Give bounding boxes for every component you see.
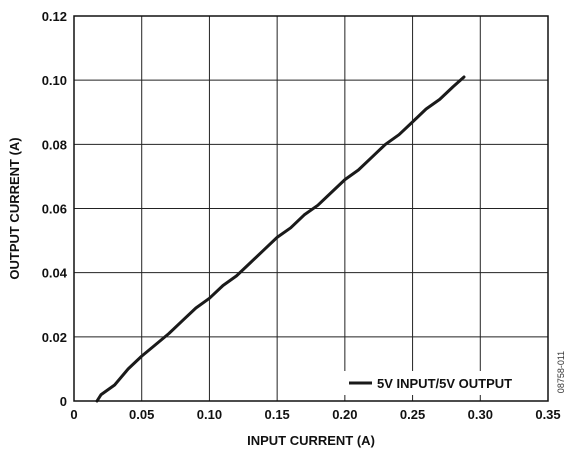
y-axis-title: OUTPUT CURRENT (A): [7, 137, 22, 279]
y-tick-label: 0.08: [42, 137, 67, 152]
y-tick-label: 0.02: [42, 330, 67, 345]
x-tick-labels: 0 0.05 0.10 0.15 0.20 0.25 0.30 0.35: [70, 407, 560, 422]
series-line: [95, 75, 466, 403]
series-layer: [95, 75, 466, 403]
y-tick-label: 0.10: [42, 73, 67, 88]
y-tick-label: 0: [60, 394, 67, 409]
y-tick-label: 0.12: [42, 9, 67, 24]
x-tick-label: 0.25: [400, 407, 425, 422]
plot-frame: [73, 15, 549, 402]
x-tick-label: 0.20: [332, 407, 357, 422]
figure-code: 08758-011: [556, 351, 566, 393]
x-tick-label: 0.30: [468, 407, 493, 422]
x-tick-label: 0.05: [129, 407, 154, 422]
x-tick-label: 0.10: [197, 407, 222, 422]
y-tick-label: 0.04: [42, 266, 68, 281]
legend-label: 5V INPUT/5V OUTPUT: [377, 376, 512, 391]
legend-background: [343, 371, 545, 395]
legend: 5V INPUT/5V OUTPUT: [343, 371, 545, 395]
x-axis-title: INPUT CURRENT (A): [247, 433, 375, 448]
y-tick-labels: 0 0.02 0.04 0.06 0.08 0.10 0.12: [42, 9, 68, 409]
x-tick-label: 0: [70, 407, 77, 422]
y-tick-label: 0.06: [42, 202, 67, 217]
x-tick-label: 0.35: [535, 407, 560, 422]
x-tick-label: 0.15: [264, 407, 289, 422]
